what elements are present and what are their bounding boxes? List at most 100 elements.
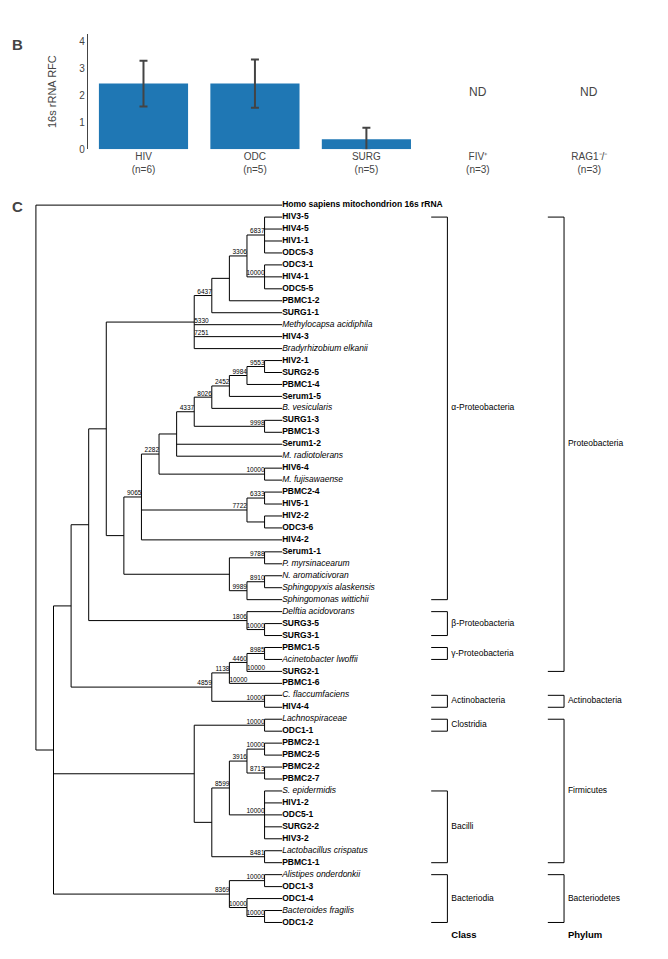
svg-text:10000: 10000	[246, 807, 264, 814]
svg-text:Phylum: Phylum	[568, 929, 602, 940]
svg-text:HIV2-2: HIV2-2	[282, 510, 309, 520]
svg-text:S. epidermidis: S. epidermidis	[282, 785, 337, 795]
svg-text:7251: 7251	[194, 329, 209, 336]
svg-text:α-Proteobacteria: α-Proteobacteria	[451, 403, 514, 413]
svg-text:PBMC2-7: PBMC2-7	[282, 773, 320, 783]
svg-text:HIV6-4: HIV6-4	[282, 462, 309, 472]
svg-text:Lactobacillus crispatus: Lactobacillus crispatus	[282, 845, 368, 855]
svg-text:3: 3	[79, 63, 85, 74]
svg-text:2: 2	[79, 90, 85, 101]
svg-text:8599: 8599	[215, 780, 230, 787]
svg-text:ODC1-4: ODC1-4	[282, 893, 313, 903]
svg-text:2452: 2452	[215, 378, 230, 385]
svg-text:8026: 8026	[197, 390, 212, 397]
svg-text:PBMC1-6: PBMC1-6	[282, 677, 320, 687]
svg-text:6437: 6437	[197, 288, 212, 295]
svg-text:6333: 6333	[250, 490, 265, 497]
svg-text:HIV3-2: HIV3-2	[282, 833, 309, 843]
svg-text:Bacilli: Bacilli	[451, 821, 473, 831]
svg-text:10000: 10000	[229, 900, 247, 907]
svg-text:PBMC2-2: PBMC2-2	[282, 761, 320, 771]
svg-text:β-Proteobacteria: β-Proteobacteria	[451, 618, 514, 628]
svg-text:4: 4	[79, 36, 85, 47]
svg-text:9984: 9984	[233, 368, 248, 375]
svg-text:Bacteriodetes: Bacteriodetes	[568, 893, 620, 903]
svg-text:Serum1-5: Serum1-5	[282, 391, 321, 401]
svg-text:4460: 4460	[233, 655, 248, 662]
svg-text:HIV4-4: HIV4-4	[282, 701, 309, 711]
svg-text:ODC1-1: ODC1-1	[282, 725, 313, 735]
svg-text:9553: 9553	[250, 359, 265, 366]
svg-text:PBMC1-5: PBMC1-5	[282, 642, 320, 652]
svg-text:Homo sapiens mitochondrion 16s: Homo sapiens mitochondrion 16s rRNA	[282, 199, 443, 209]
svg-text:3916: 3916	[233, 753, 248, 760]
svg-text:10000: 10000	[246, 873, 264, 880]
svg-text:9989: 9989	[233, 583, 248, 590]
svg-text:ODC1-2: ODC1-2	[282, 917, 313, 927]
svg-text:ND: ND	[580, 85, 598, 99]
svg-text:Proteobacteria: Proteobacteria	[568, 438, 624, 448]
svg-text:ODC(n=5): ODC(n=5)	[243, 151, 267, 175]
svg-text:4337: 4337	[180, 404, 195, 411]
svg-text:9788: 9788	[250, 550, 265, 557]
svg-text:C: C	[12, 198, 23, 215]
svg-text:Delftia acidovorans: Delftia acidovorans	[282, 606, 355, 616]
svg-text:Sphingomonas wittichii: Sphingomonas wittichii	[282, 594, 370, 604]
svg-text:Firmicutes: Firmicutes	[568, 785, 607, 795]
svg-text:10000: 10000	[246, 622, 264, 629]
svg-text:Serum1-1: Serum1-1	[282, 546, 321, 556]
svg-text:PBMC1-2: PBMC1-2	[282, 295, 320, 305]
svg-text:SURG3-1: SURG3-1	[282, 630, 319, 640]
svg-text:SURG1-1: SURG1-1	[282, 307, 319, 317]
svg-text:Clostridia: Clostridia	[451, 719, 487, 729]
svg-text:Bacteriodia: Bacteriodia	[451, 893, 494, 903]
svg-text:9998: 9998	[250, 419, 265, 426]
svg-text:HIV4-5: HIV4-5	[282, 223, 309, 233]
svg-text:SURG3-5: SURG3-5	[282, 618, 319, 628]
svg-text:10000: 10000	[246, 741, 264, 748]
svg-text:M. fujisawaense: M. fujisawaense	[282, 474, 343, 484]
svg-text:B: B	[12, 36, 23, 53]
svg-text:10000: 10000	[246, 909, 264, 916]
svg-text:ODC5-1: ODC5-1	[282, 809, 313, 819]
svg-text:HIV1-1: HIV1-1	[282, 235, 309, 245]
svg-text:0: 0	[79, 144, 85, 155]
svg-text:M. radiotolerans: M. radiotolerans	[282, 450, 344, 460]
svg-text:Methylocapsa acidiphila: Methylocapsa acidiphila	[282, 319, 373, 329]
svg-text:8369: 8369	[215, 886, 230, 893]
svg-text:8713: 8713	[250, 765, 265, 772]
svg-text:10000: 10000	[246, 694, 264, 701]
svg-text:5330: 5330	[194, 317, 209, 324]
svg-text:RAG1⁻/⁻(n=3): RAG1⁻/⁻(n=3)	[571, 151, 608, 175]
svg-text:ODC3-6: ODC3-6	[282, 522, 313, 532]
svg-text:16s rRNA RFC: 16s rRNA RFC	[46, 55, 58, 128]
svg-text:7722: 7722	[233, 502, 248, 509]
svg-text:HIV4-2: HIV4-2	[282, 534, 309, 544]
svg-text:Sphingopyxis alaskensis: Sphingopyxis alaskensis	[282, 582, 375, 592]
svg-text:8985: 8985	[250, 646, 265, 653]
svg-text:ODC5-5: ODC5-5	[282, 283, 313, 293]
svg-text:P. myrsinacearum: P. myrsinacearum	[282, 558, 349, 568]
svg-text:FIV⁺(n=3): FIV⁺(n=3)	[466, 151, 490, 175]
svg-text:HIV5-1: HIV5-1	[282, 498, 309, 508]
svg-text:HIV4-3: HIV4-3	[282, 331, 309, 341]
svg-text:Acinetobacter lwoffii: Acinetobacter lwoffii	[281, 654, 359, 664]
svg-text:Serum1-2: Serum1-2	[282, 438, 321, 448]
svg-text:ODC5-3: ODC5-3	[282, 247, 313, 257]
svg-text:SURG(n=5): SURG(n=5)	[352, 151, 381, 175]
svg-text:Actinobacteria: Actinobacteria	[568, 695, 622, 705]
svg-text:PBMC2-4: PBMC2-4	[282, 486, 320, 496]
svg-text:HIV3-5: HIV3-5	[282, 211, 309, 221]
svg-text:1: 1	[79, 117, 85, 128]
svg-text:HIV2-1: HIV2-1	[282, 355, 309, 365]
svg-text:Class: Class	[451, 929, 476, 940]
svg-text:2282: 2282	[145, 446, 160, 453]
svg-text:3306: 3306	[233, 248, 248, 255]
svg-text:PBMC1-4: PBMC1-4	[282, 379, 320, 389]
svg-text:PBMC2-1: PBMC2-1	[282, 737, 320, 747]
svg-text:10000: 10000	[246, 269, 264, 276]
svg-text:ODC1-3: ODC1-3	[282, 881, 313, 891]
svg-text:1806: 1806	[233, 613, 248, 620]
svg-text:6837: 6837	[250, 227, 265, 234]
svg-text:8481: 8481	[250, 849, 265, 856]
